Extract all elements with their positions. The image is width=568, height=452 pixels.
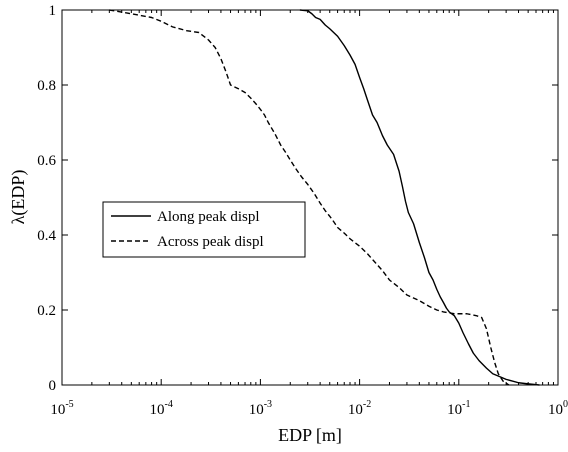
x-tick-label: 10-1 [447,399,470,418]
y-tick-label: 0 [49,378,57,394]
x-tick-label: 10-4 [150,399,173,418]
series-line-across [109,9,510,386]
y-tick-label: 1 [49,3,57,19]
legend-label-across: Across peak displ [157,234,264,250]
x-axis-label: EDP [m] [278,425,342,445]
legend-box [102,201,306,258]
legend: Along peak displ Across peak displ [102,201,306,258]
ticks [61,9,559,386]
x-tick-label: 100 [548,399,568,418]
series-lines [109,9,540,386]
legend-label-along: Along peak displ [157,209,260,225]
plot-area-frame [61,9,559,386]
y-tick-label: 0.4 [37,228,56,244]
x-tick-label: 10-2 [348,399,371,418]
x-tick-label: 10-3 [249,399,272,418]
y-tick-label: 0.2 [37,303,56,319]
y-axis-label: λ(EDP) [8,170,29,225]
series-line-along [299,9,540,386]
y-tick-label: 0.8 [37,78,56,94]
y-tick-label: 0.6 [37,153,56,169]
x-tick-label: 10-5 [50,399,73,418]
tick-labels: 10-5 10-4 10-3 10-2 10-1 100 0 0.2 0.4 0.6 0.8 1 [37,3,568,418]
